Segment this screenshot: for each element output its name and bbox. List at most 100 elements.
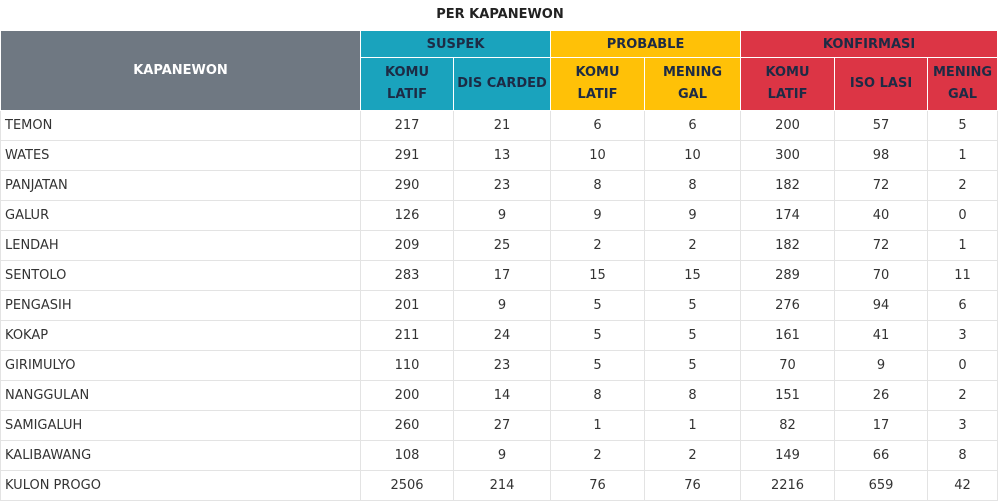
cell-value: 8	[644, 380, 742, 411]
cell-value: 1	[644, 410, 742, 441]
row-name: TEMON	[0, 110, 361, 141]
cell-value: 15	[644, 260, 742, 291]
cell-value: 8	[644, 170, 742, 201]
cell-value: 2	[550, 230, 646, 261]
data-row: GIRIMULYO 110 23 5 5 70 9 0	[0, 350, 999, 381]
column-header-line: ISO LASI	[849, 76, 913, 91]
column-header-line: KOMU	[575, 65, 620, 80]
row-name: KALIBAWANG	[0, 440, 361, 471]
cell-value: 24	[452, 320, 552, 351]
cell-value: 27	[452, 410, 552, 441]
cell-value: 57	[834, 110, 929, 141]
cell-value: 260	[360, 410, 454, 441]
cell-value: 110	[360, 350, 454, 381]
row-name: NANGGULAN	[0, 380, 361, 411]
cell-value: 6	[927, 290, 999, 321]
data-row: WATES 291 13 10 10 300 98 1	[0, 140, 999, 171]
cell-value: 10	[644, 140, 742, 171]
cell-value: 13	[452, 140, 552, 171]
cell-value: 3	[927, 320, 999, 351]
cell-value: 200	[740, 110, 836, 141]
cell-value: 174	[740, 200, 836, 231]
cell-value: 9	[644, 200, 742, 231]
cell-value: 17	[452, 260, 552, 291]
data-row: SAMIGALUH 260 27 1 1 82 17 3	[0, 410, 999, 441]
cell-value: 5	[550, 350, 646, 381]
cell-value: 1	[550, 410, 646, 441]
cell-value: 289	[740, 260, 836, 291]
cell-value: 0	[927, 200, 999, 231]
row-name: LENDAH	[0, 230, 361, 261]
column-header: MENING GAL	[927, 57, 999, 111]
column-header: KOMU LATIF	[740, 57, 836, 111]
cell-value: 10	[550, 140, 646, 171]
column-header-line: DIS CARDED	[457, 76, 547, 91]
data-row: GALUR 126 9 9 9 174 40 0	[0, 200, 999, 231]
data-row: TEMON 217 21 6 6 200 57 5	[0, 110, 999, 141]
subheader-row: KOMU LATIF DIS CARDED KOMU LATIF MENING GAL KOM…	[1, 57, 999, 111]
cell-value: 2	[644, 440, 742, 471]
cell-value: 9	[452, 200, 552, 231]
column-header: MENING GAL	[644, 57, 742, 111]
cell-value: 72	[834, 170, 929, 201]
cell-value: 82	[740, 410, 836, 441]
row-name: GIRIMULYO	[0, 350, 361, 381]
cell-value: 23	[452, 170, 552, 201]
cell-value: 291	[360, 140, 454, 171]
table-title: PER KAPANEWON	[436, 7, 564, 22]
column-header-line: KOMU	[384, 65, 430, 80]
row-name: SAMIGALUH	[0, 410, 361, 441]
cell-value: 9	[452, 440, 552, 471]
cell-value: 15	[550, 260, 646, 291]
column-header-line: LATIF	[767, 87, 808, 102]
cell-value: 6	[644, 110, 742, 141]
column-header-line: LATIF	[387, 87, 427, 102]
data-row: KOKAP 211 24 5 5 161 41 3	[0, 320, 999, 351]
cell-value: 94	[834, 290, 929, 321]
cell-value: 659	[834, 470, 929, 501]
group-header: SUSPEK	[359, 30, 552, 58]
column-header-line: GAL	[678, 87, 708, 102]
cell-value: 5	[550, 290, 646, 321]
cell-value: 1	[927, 140, 999, 171]
cell-value: 41	[834, 320, 929, 351]
cell-value: 26	[834, 380, 929, 411]
cell-value: 209	[360, 230, 454, 261]
cell-value: 3	[927, 410, 999, 441]
cell-value: 66	[834, 440, 929, 471]
cell-value: 6	[550, 110, 646, 141]
cell-value: 8	[550, 170, 646, 201]
cell-value: 5	[927, 110, 999, 141]
data-row: KULON PROGO 2506 214 76 76 2216 659 42	[0, 470, 999, 501]
data-row: NANGGULAN 200 14 8 8 151 26 2	[0, 380, 999, 411]
cell-value: 8	[550, 380, 646, 411]
cell-value: 276	[740, 290, 836, 321]
cell-value: 5	[644, 350, 742, 381]
cell-value: 98	[834, 140, 929, 171]
cell-value: 161	[740, 320, 836, 351]
cell-value: 76	[644, 470, 742, 501]
cell-value: 211	[360, 320, 454, 351]
cell-value: 217	[360, 110, 454, 141]
data-row: SENTOLO 283 17 15 15 289 70 11	[0, 260, 999, 291]
column-header: ISO LASI	[834, 57, 929, 111]
row-name: WATES	[0, 140, 361, 171]
row-name: PANJATAN	[0, 170, 361, 201]
column-header-line: KOMU	[765, 65, 810, 80]
cell-value: 214	[452, 470, 552, 501]
cell-value: 2	[927, 380, 999, 411]
cell-value: 201	[360, 290, 454, 321]
cell-value: 2	[644, 230, 742, 261]
column-header-line: LATIF	[577, 87, 618, 102]
data-row: PENGASIH 201 9 5 5 276 94 6	[0, 290, 999, 321]
column-header: DIS CARDED	[452, 57, 552, 111]
cell-value: 42	[927, 470, 999, 501]
row-name: GALUR	[0, 200, 361, 231]
cell-value: 17	[834, 410, 929, 441]
cell-value: 76	[550, 470, 646, 501]
cell-value: 70	[740, 350, 836, 381]
cell-value: 2216	[740, 470, 836, 501]
row-name: PENGASIH	[0, 290, 361, 321]
cell-value: 70	[834, 260, 929, 291]
